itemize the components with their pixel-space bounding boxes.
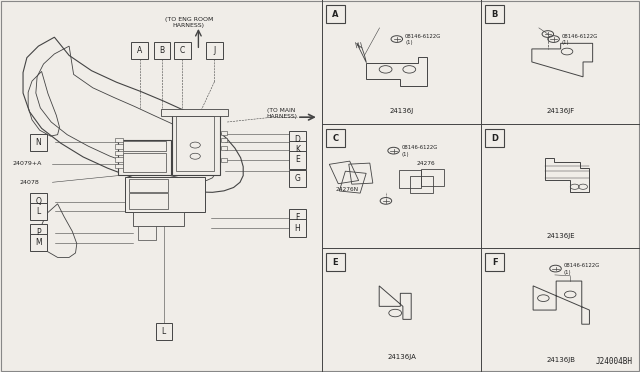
FancyBboxPatch shape: [221, 138, 227, 142]
Text: N: N: [36, 138, 41, 147]
FancyBboxPatch shape: [289, 170, 306, 187]
Text: D: D: [492, 134, 498, 142]
FancyBboxPatch shape: [289, 209, 306, 226]
FancyBboxPatch shape: [221, 146, 227, 150]
FancyBboxPatch shape: [138, 226, 156, 240]
FancyBboxPatch shape: [30, 134, 47, 151]
Text: H: H: [295, 224, 300, 232]
Text: A: A: [137, 46, 142, 55]
Text: (1): (1): [564, 270, 572, 275]
Text: 08146-6122G: 08146-6122G: [405, 33, 442, 39]
Text: 24136JF: 24136JF: [547, 109, 575, 115]
FancyBboxPatch shape: [206, 42, 223, 59]
Text: G: G: [294, 174, 301, 183]
FancyBboxPatch shape: [289, 141, 306, 158]
Text: 08146-6122G: 08146-6122G: [562, 33, 598, 39]
Text: 24276: 24276: [417, 161, 435, 166]
Text: P: P: [36, 228, 41, 237]
Text: B: B: [492, 10, 498, 19]
Text: 08146-6122G: 08146-6122G: [564, 263, 600, 268]
FancyBboxPatch shape: [174, 42, 191, 59]
FancyBboxPatch shape: [485, 129, 504, 147]
Text: A: A: [332, 10, 339, 19]
Text: F: F: [296, 213, 300, 222]
FancyBboxPatch shape: [115, 157, 123, 162]
Text: 24136JB: 24136JB: [546, 357, 575, 363]
Text: C: C: [180, 46, 185, 55]
Text: L: L: [36, 207, 40, 216]
FancyBboxPatch shape: [172, 113, 220, 175]
Text: E: E: [333, 258, 338, 267]
FancyBboxPatch shape: [161, 109, 228, 116]
FancyBboxPatch shape: [289, 131, 306, 148]
Text: 08146-6122G: 08146-6122G: [402, 145, 438, 150]
Text: (1): (1): [562, 40, 570, 45]
FancyBboxPatch shape: [129, 179, 168, 192]
Text: (1): (1): [405, 40, 413, 45]
Text: B: B: [159, 46, 164, 55]
FancyBboxPatch shape: [118, 140, 171, 175]
Text: F: F: [492, 258, 497, 267]
FancyBboxPatch shape: [133, 212, 184, 226]
Text: L: L: [162, 327, 166, 336]
Text: Q: Q: [35, 197, 42, 206]
FancyBboxPatch shape: [221, 158, 227, 162]
FancyBboxPatch shape: [115, 164, 123, 168]
Text: (TO MAIN
HARNESS): (TO MAIN HARNESS): [266, 108, 297, 119]
Text: M: M: [35, 238, 42, 247]
FancyBboxPatch shape: [30, 234, 47, 251]
FancyBboxPatch shape: [485, 5, 504, 23]
Text: K: K: [295, 145, 300, 154]
FancyBboxPatch shape: [129, 193, 168, 209]
FancyBboxPatch shape: [30, 193, 47, 210]
FancyBboxPatch shape: [326, 5, 345, 23]
Text: J: J: [213, 46, 216, 55]
FancyBboxPatch shape: [131, 42, 148, 59]
Text: C: C: [332, 134, 339, 142]
Text: E: E: [295, 155, 300, 164]
FancyBboxPatch shape: [115, 144, 123, 149]
Text: 24078: 24078: [19, 180, 39, 185]
FancyBboxPatch shape: [123, 153, 166, 172]
FancyBboxPatch shape: [326, 129, 345, 147]
FancyBboxPatch shape: [326, 253, 345, 271]
FancyBboxPatch shape: [176, 116, 214, 171]
FancyBboxPatch shape: [289, 151, 306, 169]
FancyBboxPatch shape: [123, 141, 166, 151]
Text: J24004BH: J24004BH: [595, 357, 632, 366]
FancyBboxPatch shape: [115, 138, 123, 142]
FancyBboxPatch shape: [485, 253, 504, 271]
Text: 24079+A: 24079+A: [13, 161, 42, 166]
Text: 24136J: 24136J: [390, 109, 413, 115]
Text: 24136JA: 24136JA: [387, 354, 416, 360]
FancyBboxPatch shape: [115, 151, 123, 155]
FancyBboxPatch shape: [154, 42, 170, 59]
FancyBboxPatch shape: [125, 177, 205, 212]
Text: 24276N: 24276N: [336, 187, 359, 192]
Text: D: D: [294, 135, 301, 144]
Text: 24136JE: 24136JE: [547, 233, 575, 239]
Text: (TO ENG ROOM
HARNESS): (TO ENG ROOM HARNESS): [164, 17, 213, 28]
FancyBboxPatch shape: [289, 219, 306, 237]
FancyBboxPatch shape: [156, 323, 172, 340]
FancyBboxPatch shape: [30, 224, 47, 241]
Text: (1): (1): [402, 152, 410, 157]
FancyBboxPatch shape: [30, 203, 47, 220]
FancyBboxPatch shape: [221, 131, 227, 135]
